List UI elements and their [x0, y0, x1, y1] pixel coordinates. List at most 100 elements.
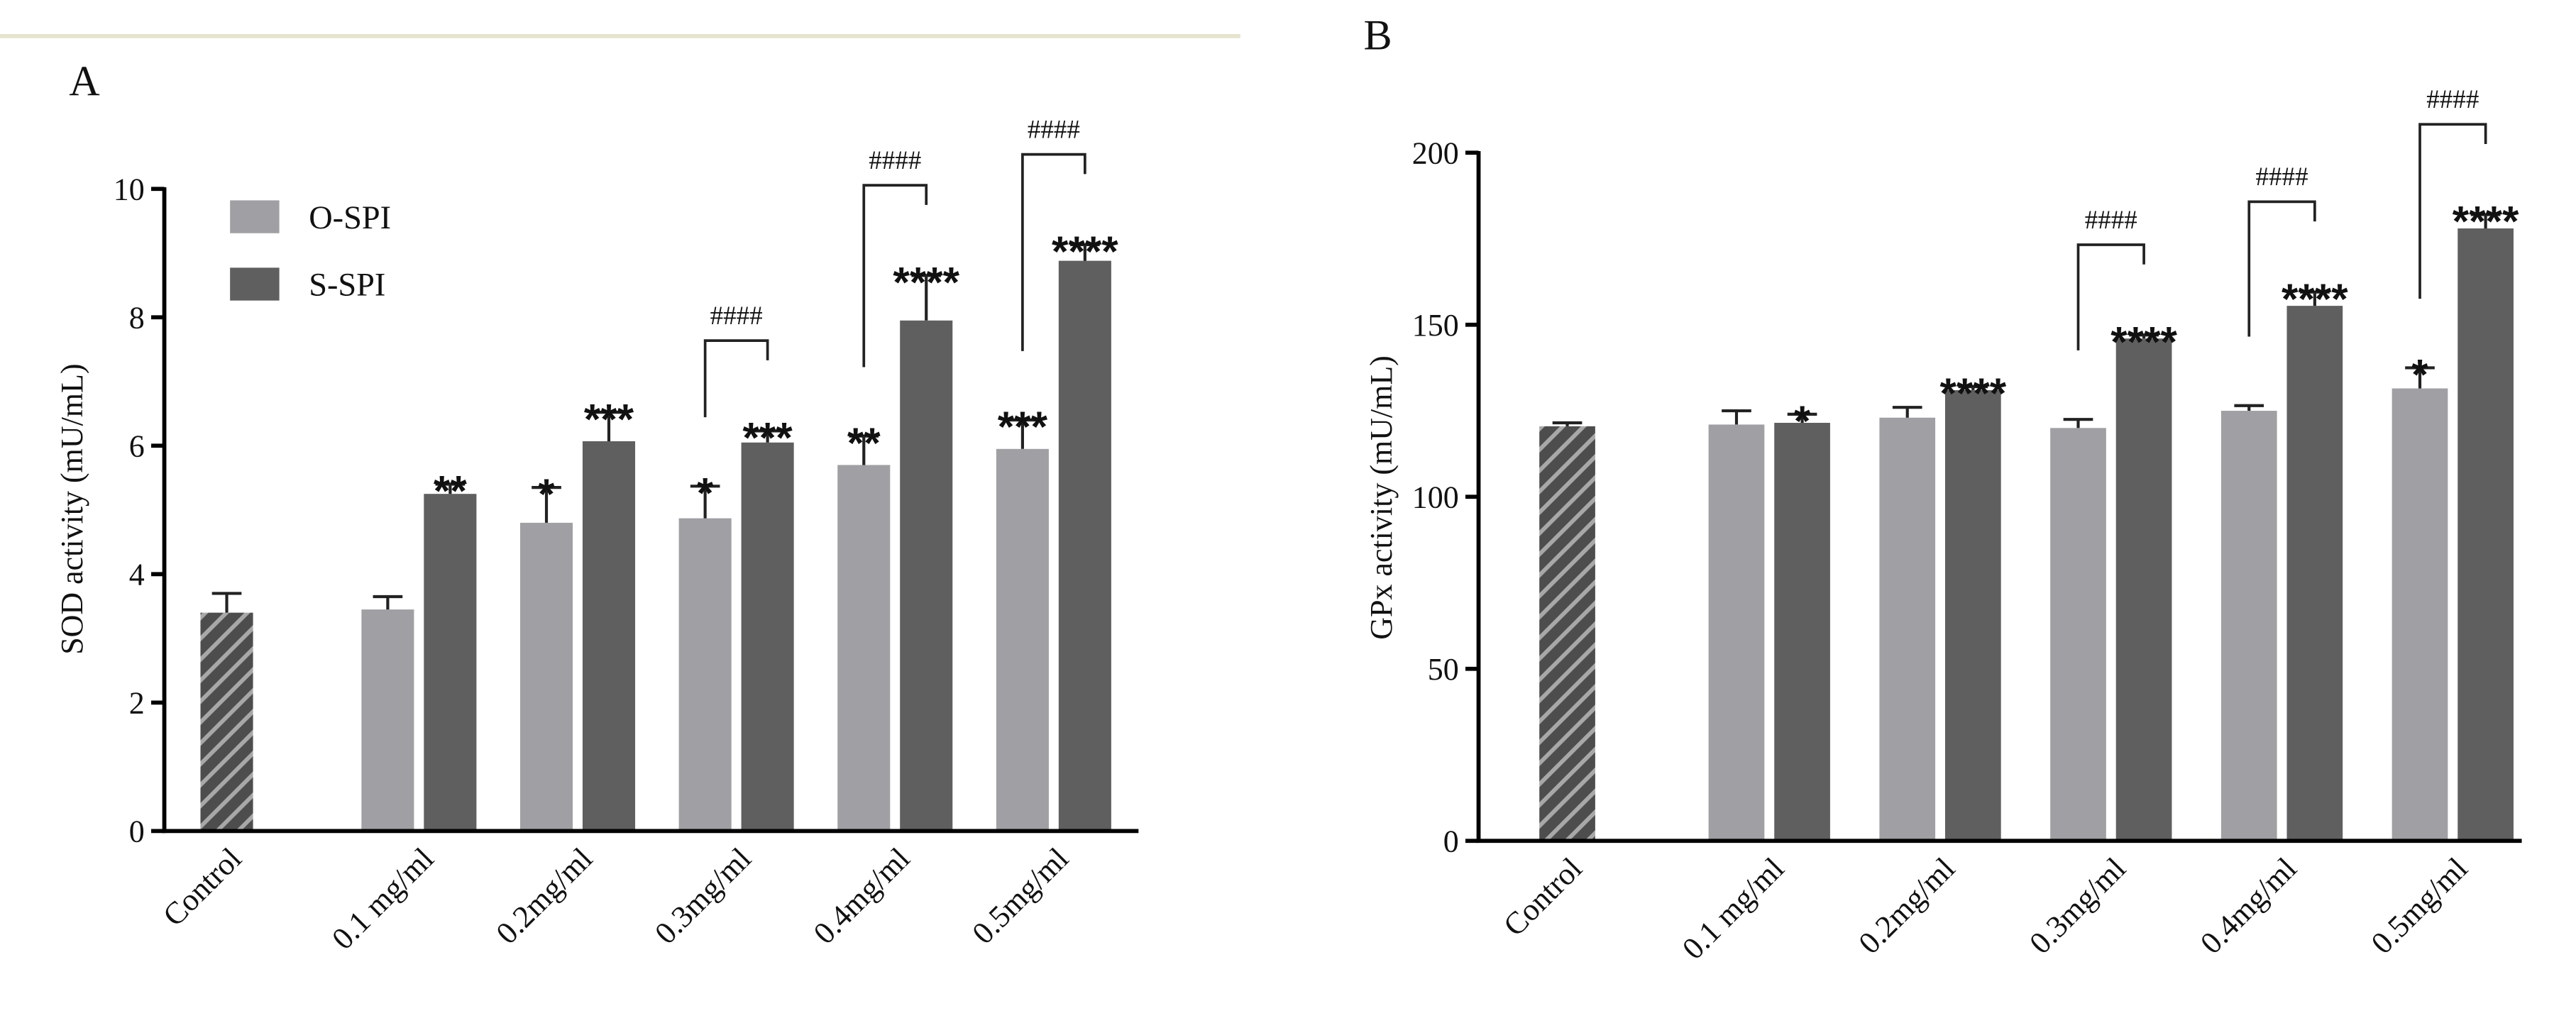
y-tick-label: 0 — [129, 814, 145, 848]
bar — [361, 609, 414, 831]
x-tick-label: 0.4mg/ml — [2194, 851, 2303, 961]
x-tick-label: 0.1 mg/ml — [325, 841, 440, 956]
y-tick-label: 100 — [1412, 480, 1459, 514]
bar — [996, 448, 1049, 831]
significance-star: * — [1794, 397, 1811, 445]
significance-star: * — [2411, 351, 2428, 399]
x-tick-label: 0.5mg/ml — [965, 841, 1075, 951]
bar — [678, 518, 732, 831]
bracket-label: #### — [2085, 206, 2137, 235]
significance-star: **** — [1052, 228, 1118, 275]
y-axis-label: GPx activity (mU/mL) — [1364, 355, 1399, 640]
control-bar — [1539, 426, 1595, 841]
error-bar — [911, 274, 942, 321]
error-bar — [1892, 406, 1922, 418]
significance-star: **** — [893, 259, 959, 306]
panel-label: B — [1363, 11, 1392, 59]
error-bar — [849, 434, 879, 465]
bracket-label: #### — [869, 146, 921, 175]
y-tick-label: 50 — [1428, 652, 1459, 687]
x-tick-label: 0.2mg/ml — [490, 841, 600, 951]
bracket-label: #### — [2426, 85, 2479, 114]
panel-label: A — [69, 57, 100, 105]
legend-label: O-SPI — [309, 200, 391, 236]
y-tick-label: 200 — [1412, 136, 1459, 170]
legend-swatch — [230, 200, 280, 233]
bracket-label: #### — [710, 302, 763, 331]
bracket-label: #### — [1028, 115, 1080, 144]
error-bar — [690, 485, 720, 519]
y-tick-label: 0 — [1443, 824, 1459, 858]
significance-star: *** — [584, 395, 634, 443]
bar — [2391, 388, 2448, 841]
error-bar — [532, 486, 561, 523]
error-bar — [1070, 243, 1100, 261]
significance-star: **** — [2281, 275, 2348, 323]
bar — [2457, 228, 2514, 841]
error-bar — [752, 429, 783, 443]
significance-star: * — [697, 469, 714, 516]
x-tick-label: Control — [156, 841, 248, 933]
y-tick-label: 150 — [1412, 308, 1459, 343]
y-axis-label: SOD activity (mU/mL) — [55, 363, 89, 654]
x-tick-label: 0.3mg/ml — [2022, 851, 2132, 961]
significance-star: **** — [2453, 198, 2519, 245]
error-bar — [1787, 412, 1817, 424]
significance-star: *** — [998, 403, 1048, 450]
y-tick-label: 6 — [129, 428, 145, 463]
bar — [1879, 417, 1936, 841]
bar — [1708, 424, 1765, 841]
bar — [1058, 260, 1111, 831]
bar — [424, 494, 477, 831]
bar — [1774, 423, 1830, 841]
significance-star: ** — [847, 419, 881, 467]
bar — [741, 442, 794, 831]
error-bar — [211, 592, 242, 613]
error-bar — [1008, 418, 1037, 449]
error-bar — [2470, 213, 2501, 228]
significance-star: **** — [2110, 318, 2177, 365]
y-tick-label: 2 — [129, 685, 145, 720]
bar — [2286, 306, 2343, 841]
x-tick-label: 0.2mg/ml — [1852, 851, 1962, 961]
bar — [2220, 411, 2277, 841]
bar — [519, 522, 573, 831]
bar — [2115, 338, 2172, 841]
bar — [582, 441, 636, 831]
significance-star: * — [538, 470, 555, 518]
significance-star: ** — [434, 468, 467, 515]
error-bar — [435, 482, 466, 494]
error-bar — [2063, 418, 2093, 428]
y-tick-label: 8 — [129, 300, 145, 335]
bracket — [1021, 153, 1086, 351]
bracket — [2076, 243, 2145, 350]
error-bar — [1722, 409, 1751, 425]
x-tick-label: Control — [1497, 851, 1589, 943]
y-tick-label: 10 — [114, 172, 145, 206]
error-bar — [2234, 404, 2264, 411]
x-tick-label: 0.1 mg/ml — [1675, 851, 1790, 966]
error-bar — [2405, 366, 2435, 389]
error-bar — [1552, 421, 1583, 426]
error-bar — [594, 411, 624, 441]
significance-star: *** — [742, 414, 793, 462]
bracket — [703, 339, 769, 418]
bar — [837, 465, 891, 831]
error-bar — [2300, 290, 2330, 306]
control-bar — [200, 612, 253, 831]
x-tick-label: 0.4mg/ml — [807, 841, 917, 951]
bar — [900, 320, 953, 831]
legend-label: S-SPI — [309, 267, 385, 304]
x-tick-label: 0.3mg/ml — [648, 841, 758, 951]
bar — [1944, 389, 2001, 841]
significance-star: **** — [1940, 370, 2007, 417]
y-tick-label: 4 — [129, 557, 145, 592]
bracket — [2418, 123, 2487, 299]
error-bar — [373, 595, 403, 610]
bracket — [862, 184, 928, 367]
legend-swatch — [230, 267, 280, 301]
x-tick-label: 0.5mg/ml — [2365, 851, 2475, 961]
bracket-label: #### — [2256, 162, 2308, 192]
bracket — [2247, 200, 2316, 337]
